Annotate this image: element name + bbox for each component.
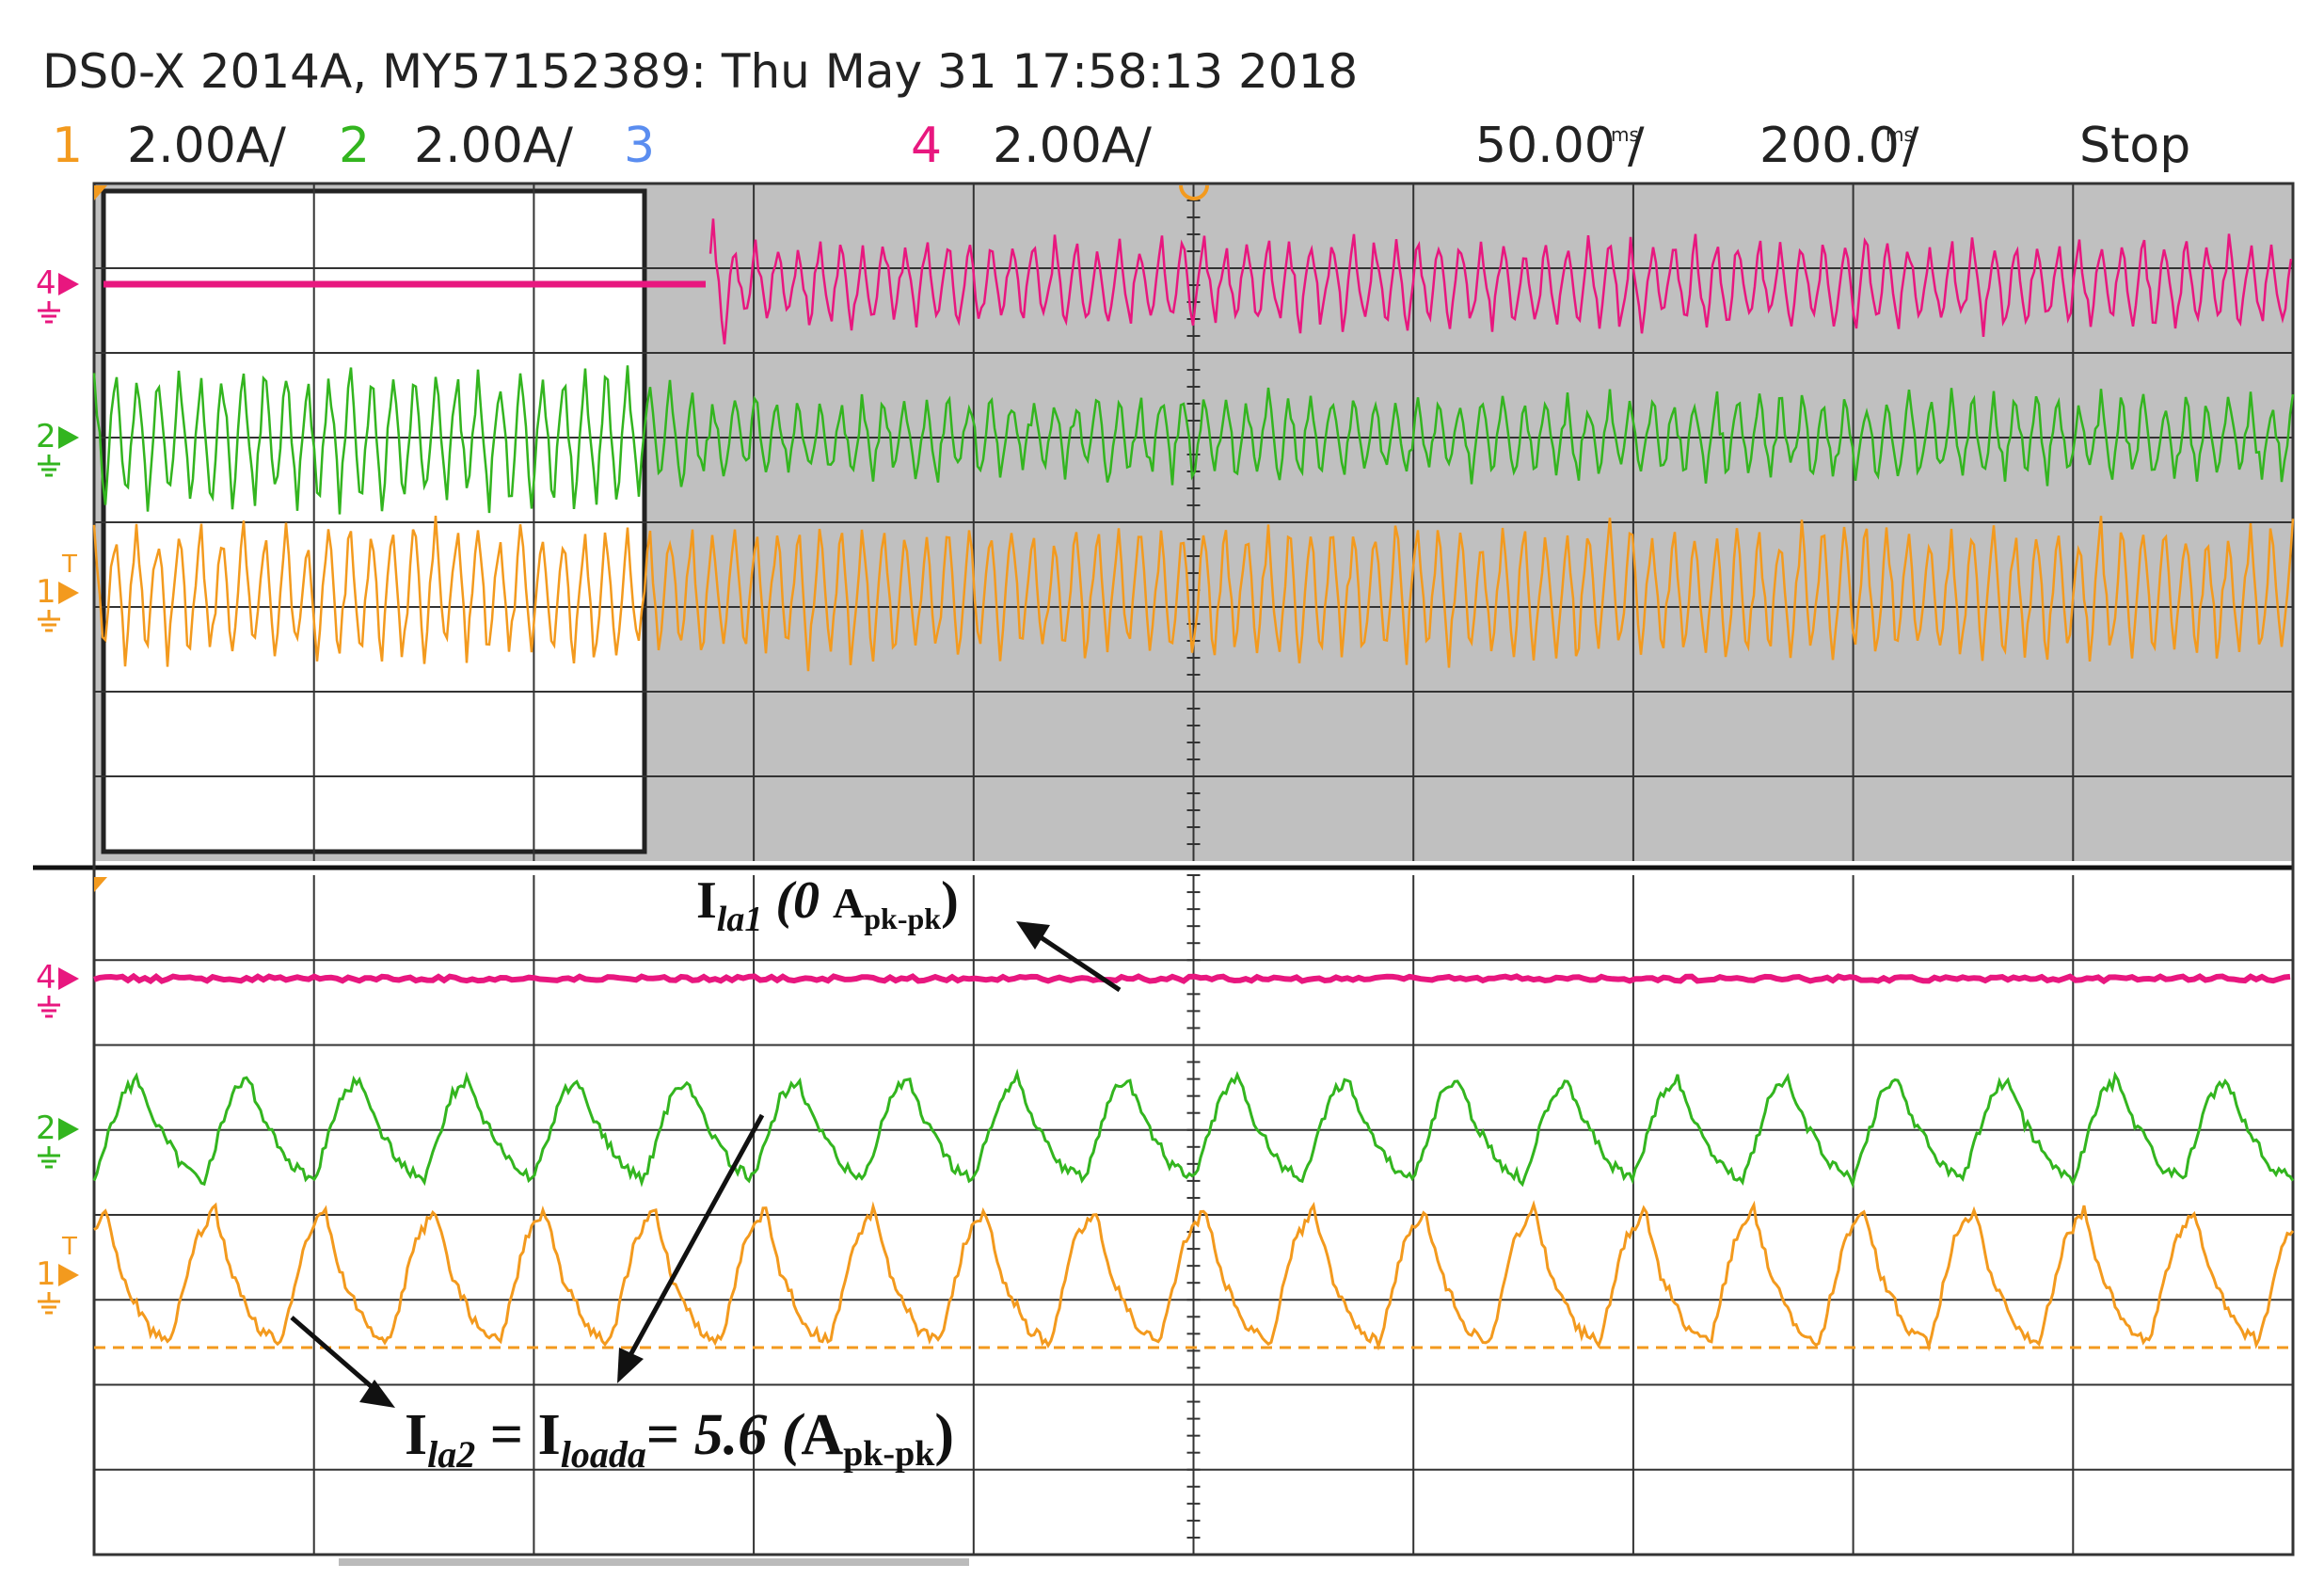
main-timebase-value: 200.0 (1759, 118, 1900, 174)
ground-marker-arrow-ch1[interactable] (58, 1264, 79, 1286)
zoom-timebase-unit: ms (1611, 123, 1639, 146)
timebase-readout: 50.00 ms / 200.0 ms / Stop (1475, 118, 2190, 174)
ground-marker-arrow-ch4[interactable] (58, 967, 79, 990)
ground-marker-label-ch2[interactable]: 2 (36, 1109, 56, 1147)
zoom-timebase-slash: / (1628, 118, 1645, 174)
upper-ch1-trace (92, 516, 2295, 672)
scope-title: DS0-X 2014A, MY57152389: Thu May 31 17:5… (42, 44, 1358, 99)
iloada-eq: = (646, 1403, 679, 1467)
ila1-open: ( (775, 871, 797, 930)
lower-left-marker (94, 877, 107, 892)
ch4-number[interactable]: 4 (911, 118, 942, 174)
upper-traces (92, 218, 2295, 672)
upper-ch2-trace (92, 365, 2295, 515)
lower-ch1-trace (93, 1200, 2295, 1352)
svg-text:Ila1 (0 Apk-pk): Ila1 (0 Apk-pk) (696, 871, 959, 939)
ila2-arrow-right (628, 1113, 765, 1357)
ila2-arrow-left (290, 1316, 378, 1393)
ila1-annotation: Ila1 (0 Apk-pk) (696, 871, 1122, 993)
ch1-number[interactable]: 1 (52, 118, 83, 174)
ground-symbol-icon (38, 610, 60, 632)
ila2-annotation: Ila2 = Iloada= 5.6 (Apk-pk) (290, 1113, 954, 1476)
ground-symbol-icon (38, 1292, 60, 1315)
iloada-close: ) (934, 1403, 954, 1467)
ground-marker-label-ch1[interactable]: 1 (36, 1255, 56, 1293)
ch3-number[interactable]: 3 (624, 118, 655, 174)
channel-legend: 1 2.00A/ 2 2.00A/ 3 4 2.00A/ (52, 118, 1152, 174)
ground-symbol-icon (38, 301, 60, 324)
ch2-number[interactable]: 2 (339, 118, 370, 174)
ch2-scale: 2.00A/ (414, 118, 573, 174)
ila1-arrowhead (1016, 921, 1050, 950)
zoom-timebase-value: 50.00 (1475, 118, 1616, 174)
ila2-eq: = (490, 1403, 523, 1467)
ground-marker-label-ch1[interactable]: 1 (36, 573, 56, 611)
screen-border (92, 182, 2295, 1556)
ground-marker-label-ch4[interactable]: 4 (36, 264, 56, 302)
ila1-subscript: la1 (717, 900, 763, 939)
iloada-unit: A (801, 1403, 843, 1467)
iloada-symbol: I (538, 1403, 561, 1467)
ila1-close: ) (941, 871, 959, 930)
ground-marker-label-ch4[interactable]: 4 (36, 959, 56, 997)
ila1-unit: A (833, 879, 864, 927)
trigger-position-marker[interactable] (1179, 184, 1209, 200)
lower-panel-grid (94, 874, 2293, 1556)
ground-symbol-icon (38, 996, 60, 1018)
main-timebase-slash: / (1902, 118, 1919, 174)
trigger-level-marker[interactable]: T (61, 551, 77, 579)
ila1-unit-sub: pk-pk (864, 902, 941, 935)
ground-marker-arrow-ch1[interactable] (58, 582, 79, 604)
ila2-subscript: la2 (427, 1433, 475, 1476)
ground-marker-arrow-ch2[interactable] (58, 426, 79, 449)
ila2-arrowhead-left (359, 1380, 395, 1408)
ground-marker-arrow-ch2[interactable] (58, 1118, 79, 1141)
iloada-subscript: loada (561, 1433, 646, 1476)
lower-traces (92, 972, 2295, 1352)
ground-symbol-icon (38, 455, 60, 477)
lower-ch2-trace (92, 1068, 2295, 1189)
ila1-arrow (1033, 931, 1122, 993)
iloada-value: 5.6 (694, 1403, 768, 1467)
main-timebase-unit: ms (1886, 123, 1914, 146)
lower-ch4-trace (93, 972, 2291, 985)
ila1-value: 0 (793, 871, 820, 930)
trigger-level-marker[interactable]: T (61, 1233, 77, 1261)
ground-symbol-icon (38, 1146, 60, 1169)
upper-ch4-trace-oscillating (708, 218, 2293, 344)
run-state[interactable]: Stop (2079, 118, 2190, 174)
iloada-unit-sub: pk-pk (843, 1434, 935, 1474)
ila1-symbol: I (696, 871, 717, 930)
ground-marker-arrow-ch4[interactable] (58, 273, 79, 295)
ila2-arrowhead-right (617, 1348, 644, 1383)
ground-marker-label-ch2[interactable]: 2 (36, 418, 56, 455)
svg-text:Ila2 = Iloada= 5.6 (Apk-pk): Ila2 = Iloada= 5.6 (Apk-pk) (405, 1403, 954, 1476)
ch1-scale: 2.00A/ (127, 118, 286, 174)
ch4-scale: 2.00A/ (993, 118, 1152, 174)
upper-left-marker (94, 185, 107, 200)
ila2-symbol: I (405, 1403, 427, 1467)
